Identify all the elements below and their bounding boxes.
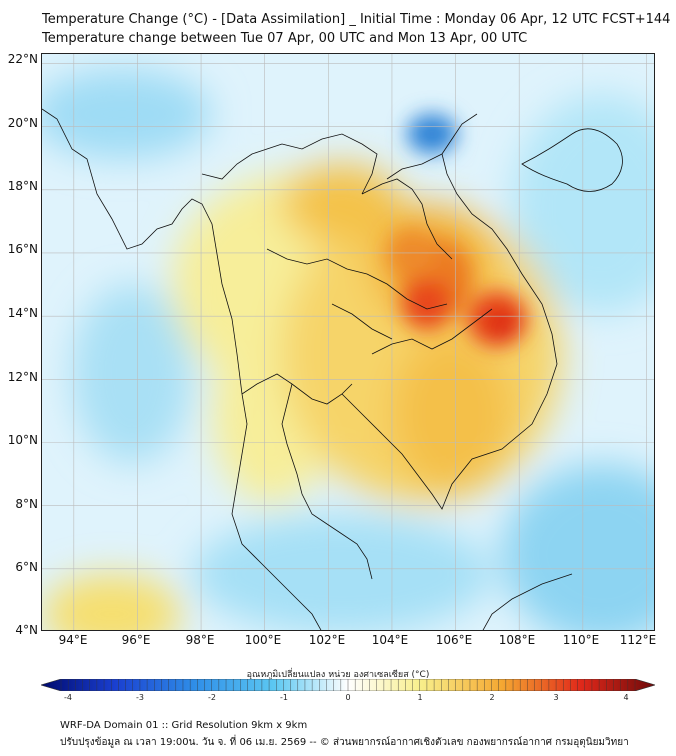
colorbar-tick: -4: [64, 693, 72, 702]
lon-label: 98°E: [185, 633, 215, 647]
map-canvas: [42, 54, 654, 630]
lon-label: 102°E: [308, 633, 346, 647]
colorbar-tick: -2: [208, 693, 216, 702]
lon-label: 96°E: [121, 633, 151, 647]
colorbar-tick: 4: [623, 693, 629, 702]
map-subtitle: Temperature change between Tue 07 Apr, 0…: [42, 31, 528, 46]
colorbar-tick: 2: [489, 693, 495, 702]
colorbar-title: อุณหภูมิเปลี่ยนแปลง หน่วย องศาเซลเซียส (…: [246, 670, 430, 680]
lon-label: 94°E: [58, 633, 88, 647]
map-title: Temperature Change (°C) - [Data Assimila…: [42, 12, 671, 27]
footer-model-info: WRF-DA Domain 01 :: Grid Resolution 9km …: [60, 720, 308, 731]
lon-label: 100°E: [244, 633, 282, 647]
footer-credit: ปรับปรุงข้อมูล ณ เวลา 19:00น. วัน จ. ที่…: [60, 737, 629, 748]
colorbar-tick: 3: [553, 693, 559, 702]
lat-label: 16°N: [7, 242, 38, 256]
lat-label: 12°N: [7, 370, 38, 384]
lat-label: 18°N: [7, 179, 38, 193]
graticule: [42, 54, 654, 630]
temperature-field: [42, 69, 654, 630]
lat-label: 4°N: [15, 623, 38, 637]
colorbar-tick: 1: [417, 693, 423, 702]
lon-label: 104°E: [371, 633, 409, 647]
lat-label: 20°N: [7, 116, 38, 130]
lat-label: 14°N: [7, 306, 38, 320]
lon-label: 106°E: [435, 633, 473, 647]
lat-label: 8°N: [15, 497, 38, 511]
lon-label: 112°E: [619, 633, 657, 647]
lat-label: 22°N: [7, 52, 38, 66]
lat-label: 6°N: [15, 560, 38, 574]
colorbar-tick: 0: [345, 693, 351, 702]
colorbar: [41, 679, 655, 691]
hotspot-field: [387, 114, 527, 347]
temperature-change-map[interactable]: [41, 53, 655, 631]
coastline-and-borders: [42, 108, 623, 630]
colorbar-tick: -3: [136, 693, 144, 702]
lon-label: 108°E: [498, 633, 536, 647]
lon-label: 110°E: [562, 633, 600, 647]
lat-label: 10°N: [7, 433, 38, 447]
colorbar-tick: -1: [280, 693, 288, 702]
